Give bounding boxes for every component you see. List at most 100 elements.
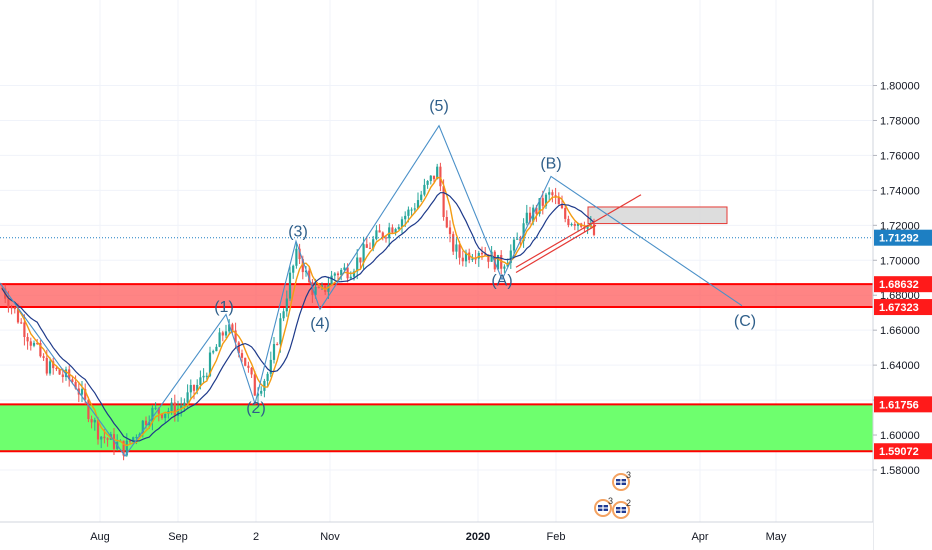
- candle-body: [221, 332, 224, 336]
- event-badges[interactable]: 3 3 2: [594, 470, 631, 519]
- candle-body: [436, 166, 439, 180]
- candle-body: [260, 390, 263, 394]
- candle-body: [538, 198, 541, 214]
- candle-body: [176, 408, 180, 416]
- candle-body: [244, 357, 247, 366]
- candle-body: [234, 330, 237, 343]
- candle-body: [445, 216, 448, 228]
- support-bottom-tag: [874, 443, 932, 460]
- price-tick-label: 1.70000: [880, 255, 920, 267]
- candle-body: [490, 251, 493, 262]
- candle-body: [247, 365, 250, 368]
- candle-body: [20, 322, 23, 324]
- last-price-tag-label: 1.71292: [879, 233, 919, 245]
- price-tick-label: 1.72000: [880, 220, 920, 232]
- candle-body: [512, 239, 516, 251]
- candle-body: [343, 267, 346, 270]
- candle-body: [394, 229, 397, 233]
- price-tick-label: 1.66000: [880, 325, 920, 337]
- candle-body: [36, 342, 39, 344]
- candle-body: [135, 436, 138, 438]
- candle-body: [154, 407, 157, 409]
- candle-body: [212, 351, 215, 353]
- candle-body: [173, 402, 176, 416]
- candle-body: [199, 377, 202, 385]
- candle-body: [250, 367, 253, 375]
- candle-body: [340, 269, 343, 276]
- candle-body: [269, 359, 272, 374]
- time-tick-label: 2020: [466, 531, 490, 543]
- candle-body: [132, 437, 135, 442]
- candle-body: [292, 265, 295, 273]
- candle-body: [423, 184, 426, 195]
- price-tick-label: 1.76000: [880, 150, 920, 162]
- wave-label: (2): [246, 400, 266, 417]
- candle-body: [32, 342, 36, 346]
- wave-path: [0, 124, 743, 457]
- time-axis-background: [0, 522, 873, 550]
- candle-body: [455, 244, 458, 252]
- support-top-tag-label: 1.61756: [879, 399, 919, 411]
- candle-body: [253, 374, 256, 396]
- candle-body: [164, 413, 167, 419]
- wave-label: (5): [429, 98, 449, 115]
- candle-body: [314, 286, 317, 295]
- time-tick-label: Sep: [168, 531, 188, 543]
- candle-body: [301, 259, 304, 273]
- candle-body: [87, 399, 90, 420]
- candle-body: [592, 224, 596, 235]
- resistance-top-tag-label: 1.68632: [879, 279, 919, 291]
- moving-average-slow: [1, 192, 595, 442]
- candle-body: [266, 373, 269, 381]
- candle-body: [23, 322, 26, 337]
- candle-body: [93, 419, 96, 423]
- candle-body: [189, 384, 192, 393]
- candle-body: [362, 244, 365, 263]
- candle-body: [308, 270, 311, 283]
- candle-body: [535, 207, 538, 214]
- moving-averages: [1, 176, 595, 447]
- candle-body: [215, 346, 218, 352]
- candle-body: [372, 239, 375, 249]
- price-tick-label: 1.80000: [880, 81, 920, 93]
- candle-body: [128, 440, 132, 442]
- candle-body: [240, 353, 244, 358]
- last-price-tag: [874, 229, 932, 246]
- candle-body: [576, 223, 580, 226]
- event-count: 3: [608, 496, 613, 506]
- candle-body: [496, 255, 500, 270]
- candle-body: [71, 379, 74, 382]
- gray-box: [587, 206, 728, 225]
- candle-body: [381, 232, 384, 238]
- time-axis[interactable]: Aug Sep 2 Nov 2020 Feb Apr May: [90, 531, 787, 543]
- wave-label: (3): [288, 224, 308, 241]
- candle-body: [141, 420, 144, 434]
- candle-body: [45, 357, 48, 374]
- candle-body: [384, 237, 388, 239]
- candle-body: [180, 405, 183, 409]
- wave-label: (1): [214, 299, 234, 316]
- candle-body: [554, 195, 557, 198]
- candle-body: [298, 248, 301, 260]
- candle-body: [410, 209, 413, 211]
- candle-body: [528, 212, 532, 222]
- candle-body: [359, 257, 362, 263]
- candle-body: [208, 352, 212, 376]
- candle-body: [13, 307, 16, 310]
- candle-body: [288, 272, 292, 299]
- candle-body: [192, 384, 196, 391]
- candle-body: [330, 275, 333, 286]
- candle-body: [148, 422, 151, 426]
- rising-trend-line: [515, 194, 642, 268]
- candle-body: [103, 436, 106, 439]
- support-bottom-tag-label: 1.59072: [879, 446, 919, 458]
- candle-body: [429, 175, 432, 181]
- price-tick-label: 1.58000: [880, 465, 920, 477]
- time-tick-label: Apr: [691, 531, 708, 543]
- candle-body: [42, 356, 45, 358]
- time-tick-label: Nov: [320, 531, 340, 543]
- candle-body: [327, 285, 330, 292]
- time-tick-label: 2: [253, 531, 259, 543]
- candle-body: [285, 298, 288, 312]
